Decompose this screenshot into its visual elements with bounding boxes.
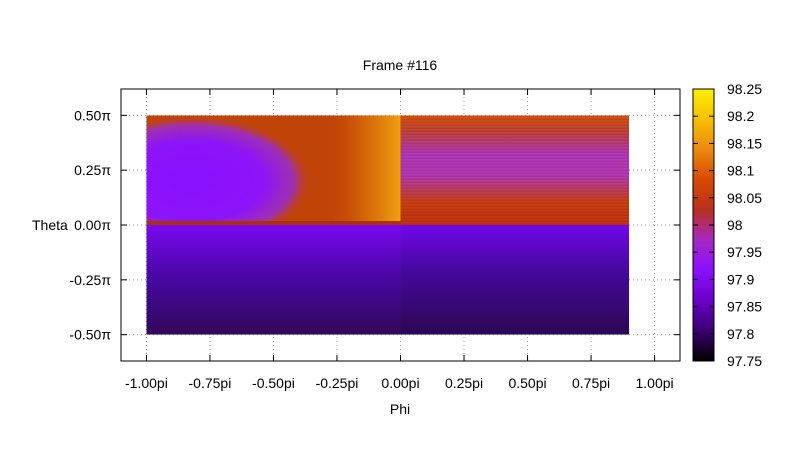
x-tick-label: -0.25pi [316,375,359,391]
y-axis-label: Theta [32,217,68,233]
x-tick-label: -0.75pi [189,375,232,391]
chart-title: Frame #116 [363,57,438,73]
y-tick-label: -0.50π [69,327,111,343]
y-tick-label: -0.25π [69,272,111,288]
colorbar-tick-label: 98.1 [727,163,754,179]
x-tick-label: 0.75pi [572,375,610,391]
colorbar-tick-label: 98 [727,217,743,233]
x-tick-label: -1.00pi [125,375,168,391]
y-tick-label: 0.50π [74,107,111,123]
cool-region [146,115,312,247]
x-tick-label: 0.25pi [445,375,483,391]
boundary-band [146,221,401,225]
y-axis-ticks: 0.50π 0.25π 0.00π -0.25π -0.50π [69,107,680,343]
stripe-overlay [400,115,630,225]
y-tick-label: 0.00π [74,217,111,233]
lower-right-region [400,225,630,335]
hot-band [324,115,401,225]
x-axis-ticks: -1.00pi -0.75pi -0.50pi -0.25pi 0.00pi 0.25pi… [125,89,674,391]
colorbar-tick-label: 98.15 [727,135,762,151]
colorbar-tick-label: 97.8 [727,326,754,342]
colorbar-tick-label: 97.95 [727,244,762,260]
colorbar-tick-label: 97.9 [727,271,754,287]
x-axis-label: Phi [390,401,410,417]
lower-left-region [146,225,401,335]
x-tick-label: -0.50pi [252,375,295,391]
colorbar-tick-label: 97.85 [727,299,762,315]
y-tick-label: 0.25π [74,162,111,178]
x-tick-label: 0.50pi [508,375,546,391]
colorbar: 98.25 98.2 98.15 98.1 98.05 98 97.95 97.9 97.85 9… [692,81,762,369]
colorbar-gradient [693,89,714,361]
colorbar-tick-label: 98.25 [727,81,762,97]
colorbar-tick-label: 98.2 [727,108,754,124]
colorbar-tick-label: 98.05 [727,190,762,206]
heatmap-surface [146,115,630,335]
colorbar-tick-label: 97.75 [727,353,762,369]
x-tick-label: 0.00pi [381,375,419,391]
x-tick-label: 1.00pi [636,375,674,391]
